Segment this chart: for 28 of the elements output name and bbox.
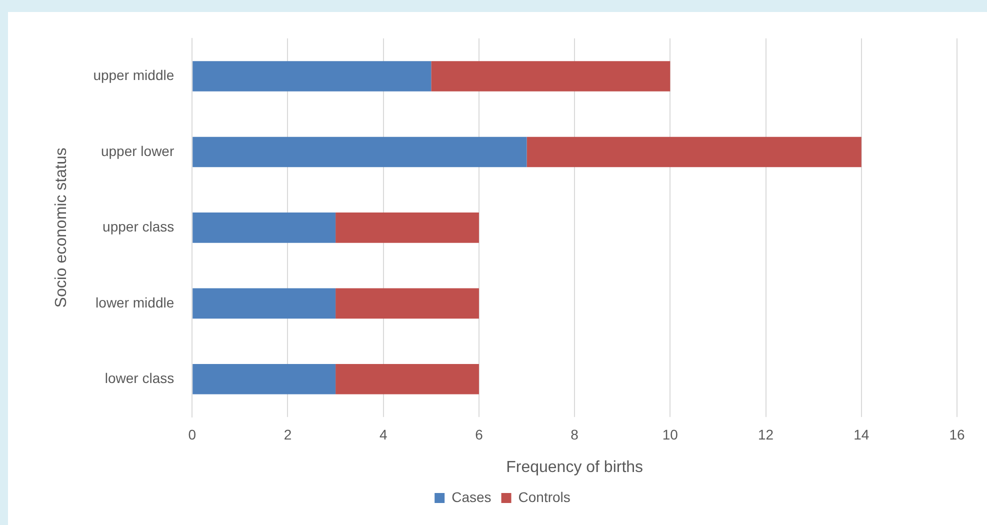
y-tick-label: lower middle <box>96 294 174 310</box>
bar <box>431 61 670 92</box>
bar <box>192 288 336 319</box>
x-axis-title: Frequency of births <box>506 458 644 476</box>
bar <box>526 136 862 168</box>
y-tick-label: upper middle <box>93 67 174 84</box>
y-axis-title: Socio economic status <box>53 148 70 308</box>
bar <box>192 364 336 394</box>
bar <box>336 288 479 319</box>
y-tick-label: upper class <box>102 218 174 235</box>
legend-label: Cases <box>452 488 492 505</box>
x-tick-label: 12 <box>758 426 774 442</box>
x-tick-label: 2 <box>284 426 292 442</box>
bar <box>192 136 527 168</box>
x-tick-label: 16 <box>949 426 965 442</box>
x-tick-label: 8 <box>570 426 579 442</box>
bar <box>192 61 432 92</box>
y-tick-label: lower class <box>104 370 174 386</box>
y-tick-label: upper lower <box>100 142 174 159</box>
x-tick-label: 0 <box>188 426 196 442</box>
bar <box>336 364 479 394</box>
legend-label: Controls <box>518 488 570 505</box>
x-tick-label: 10 <box>662 426 678 442</box>
x-tick-label: 14 <box>854 426 870 442</box>
x-tick-label: 6 <box>475 426 484 442</box>
bar <box>192 212 336 243</box>
x-tick-label: 4 <box>379 426 388 442</box>
bar <box>336 212 479 243</box>
